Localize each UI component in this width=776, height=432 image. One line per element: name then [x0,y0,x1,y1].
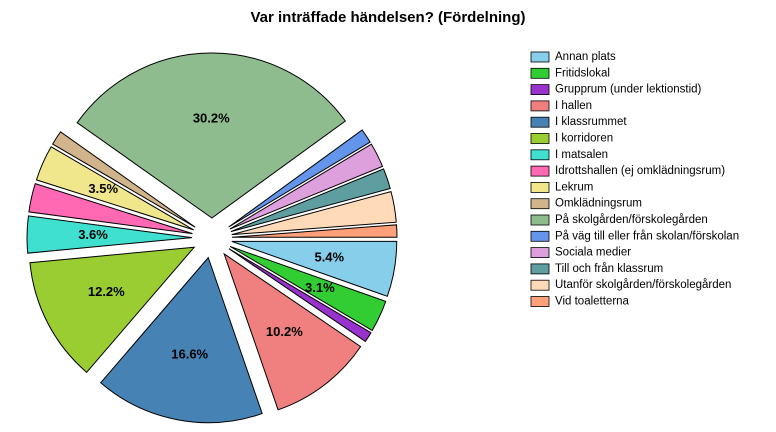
legend-swatch [530,214,550,226]
legend-label: På väg till eller från skolan/förskolan [555,230,739,242]
pie-slice [29,246,196,374]
slice-label: 3.6% [78,227,108,242]
pie-slice [35,146,194,231]
pie-slice [231,190,397,236]
legend-label: Idrottshallen (ej omklädningsrum) [555,165,725,177]
pie-slice [231,240,398,297]
pie-slice [28,183,193,235]
chart-title: Var inträffade händelsen? (Fördelning) [250,9,525,26]
legend-label: Lekrum [555,181,593,193]
pie-slice [231,224,398,238]
pie-slice [76,52,347,219]
slice-label: 30.2% [193,110,230,125]
legend-label: Fritidslokal [555,67,610,79]
legend-swatch [530,67,550,79]
slice-label: 3.1% [305,280,335,295]
legend-swatch [530,149,550,161]
pie-slice [51,131,196,228]
slice-label: 10.2% [266,324,303,339]
pie-slice [99,256,263,424]
legend-label: Utanför skolgården/förskolegården [555,279,731,291]
legend-label: Grupprum (under lektionstid) [555,84,702,96]
legend-label: Annan plats [555,51,616,63]
pie-slice [230,168,391,233]
pie-slice [223,252,362,411]
legend-label: I korridoren [555,133,613,145]
legend-label: I matsalen [555,149,608,161]
legend-swatch [530,279,550,291]
legend-label: Sociala medier [555,247,631,259]
slice-label: 3.5% [88,181,118,196]
legend-label: Omklädningsrum [555,198,642,210]
pie-slice [229,143,384,230]
legend-swatch [530,84,550,95]
legend-swatch [530,116,550,128]
legend-swatch [530,181,550,193]
legend-swatch [530,133,550,144]
slice-label: 5.4% [314,250,344,265]
slice-label: 12.2% [88,284,125,299]
slice-label: 16.6% [171,346,208,361]
legend-swatch [530,230,550,242]
pie-slice [229,245,387,332]
legend-label: Vid toaletterna [555,296,630,308]
legend-swatch [530,247,550,259]
legend-label: I hallen [555,100,592,112]
legend-swatch [530,100,550,112]
legend-label: I klassrummet [555,116,627,128]
legend-swatch [530,165,550,177]
legend-label: Till och från klassrum [555,263,663,275]
legend-swatch [530,263,550,275]
pie-slice [228,129,371,228]
pie-slice [26,215,193,254]
legend-swatch [530,51,550,63]
pie-slice [228,248,372,343]
legend-label: På skolgården/förskolegården [555,214,708,226]
legend-swatch [530,198,550,210]
legend-swatch [530,296,550,307]
